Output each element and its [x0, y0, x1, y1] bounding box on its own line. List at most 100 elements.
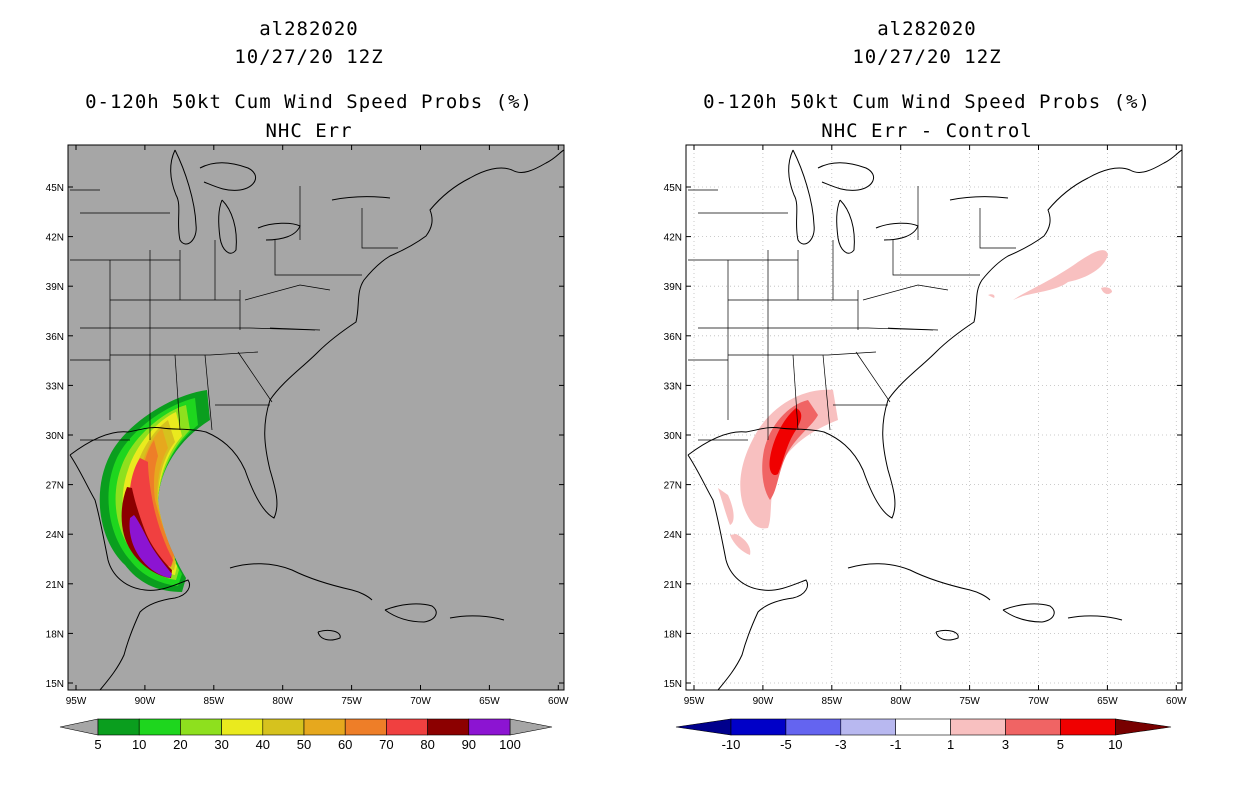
colorbar-swatch [840, 718, 897, 736]
colorbar-label: -3 [835, 737, 847, 752]
product-subtitle: NHC Err [265, 120, 353, 142]
colorbar-right-arrow [1114, 718, 1172, 736]
difference-colorbar: -10 -5 -3 -1 1 3 5 10 [675, 718, 1172, 752]
lon-label: 85W [822, 696, 843, 707]
lat-label: 15N [46, 679, 64, 690]
lat-label: 42N [46, 233, 64, 244]
difference-swath [718, 250, 1112, 555]
colorbar-left-arrow [59, 718, 99, 736]
colorbar-label: 50 [297, 737, 311, 752]
left-figure: 45N 42N 39N 36N 33N 30N 27N 24N 21N 18N 15N 95W 90W… [46, 144, 569, 752]
latitude-labels: 45N 42N 39N 36N 33N 30N 27N 24N 21N 18N 15N [664, 183, 1182, 690]
storm-id: al282020 [877, 18, 977, 40]
right-panel: al282020 10/27/20 12Z 0-120h 50kt Cum Wi… [618, 0, 1236, 800]
colorbar-label: 5 [94, 737, 101, 752]
product-title: 0-120h 50kt Cum Wind Speed Probs (%) [85, 91, 533, 113]
colorbar-label: 20 [173, 737, 187, 752]
left-panel: al282020 10/27/20 12Z 0-120h 50kt Cum Wi… [46, 18, 570, 752]
colorbar-label: 10 [132, 737, 146, 752]
map-frame [685, 144, 1183, 691]
colorbar-swatch [97, 718, 140, 736]
product-subtitle: NHC Err - Control [821, 120, 1033, 142]
colorbar-right-arrow [509, 718, 553, 736]
lat-label: 27N [664, 481, 682, 492]
map-background [68, 145, 564, 690]
lat-label: 27N [46, 481, 64, 492]
lat-label: 36N [46, 332, 64, 343]
lon-label: 70W [410, 696, 431, 707]
product-title: 0-120h 50kt Cum Wind Speed Probs (%) [703, 91, 1151, 113]
forecast-time: 10/27/20 12Z [234, 46, 384, 68]
lat-label: 36N [664, 332, 682, 343]
colorbar-label: 80 [420, 737, 434, 752]
lat-label: 15N [664, 679, 682, 690]
colorbar-swatch [344, 718, 387, 736]
lon-label: 65W [479, 696, 500, 707]
lon-label: 95W [66, 696, 87, 707]
coastlines [69, 149, 564, 690]
colorbar-swatch [427, 718, 470, 736]
colorbar-swatch [262, 718, 305, 736]
lon-label: 70W [1028, 696, 1049, 707]
lat-label: 21N [664, 580, 682, 591]
colorbar-swatch [950, 718, 1006, 736]
probability-swath [99, 390, 210, 592]
lat-label: 42N [664, 233, 682, 244]
lat-label: 18N [664, 629, 682, 640]
longitude-labels: 95W 90W 85W 80W 75W 70W 65W 60W [684, 145, 1187, 707]
lat-lon-grid [686, 145, 1182, 690]
lat-label: 21N [46, 580, 64, 591]
lat-label: 18N [46, 629, 64, 640]
colorbar-label: 10 [1108, 737, 1122, 752]
colorbar-label: -1 [890, 737, 902, 752]
state-borders [70, 186, 398, 441]
colorbar-label: -10 [722, 737, 741, 752]
colorbar-swatch [180, 718, 222, 736]
longitude-labels: 95W 90W 85W 80W 75W 70W 65W 60W [66, 145, 569, 707]
lat-label: 45N [664, 183, 682, 194]
colorbar-label: -5 [780, 737, 792, 752]
colorbar-left-arrow [675, 718, 732, 736]
right-figure: 45N 42N 39N 36N 33N 30N 27N 24N 21N 18N 15N 95W 90W… [664, 144, 1187, 752]
colorbar-label: 3 [1002, 737, 1009, 752]
lon-label: 90W [135, 696, 156, 707]
map-frame [67, 144, 565, 691]
colorbar-label: 1 [947, 737, 954, 752]
lon-label: 65W [1097, 696, 1118, 707]
colorbar-label: 40 [256, 737, 270, 752]
lon-label: 60W [548, 696, 569, 707]
colorbar-swatch [138, 718, 181, 736]
lat-label: 30N [46, 431, 64, 442]
lon-label: 75W [959, 696, 980, 707]
lon-label: 75W [341, 696, 362, 707]
colorbar-swatch [386, 718, 428, 736]
colorbar-swatch [221, 718, 264, 736]
colorbar-swatch [785, 718, 842, 736]
lat-label: 33N [664, 381, 682, 392]
lat-label: 39N [46, 282, 64, 293]
lat-label: 39N [664, 282, 682, 293]
colorbar-swatch [468, 718, 511, 736]
lat-label: 45N [46, 183, 64, 194]
latitude-labels: 45N 42N 39N 36N 33N 30N 27N 24N 21N 18N 15N [46, 183, 564, 690]
colorbar-label: 60 [338, 737, 352, 752]
lon-label: 95W [684, 696, 705, 707]
colorbar-swatch [303, 718, 346, 736]
colorbar-label: 90 [462, 737, 476, 752]
colorbar-label: 70 [379, 737, 393, 752]
colorbar-swatch [1005, 718, 1061, 736]
colorbar-label: 30 [214, 737, 228, 752]
lat-label: 30N [664, 431, 682, 442]
forecast-time: 10/27/20 12Z [852, 46, 1002, 68]
lon-label: 60W [1166, 696, 1187, 707]
colorbar-swatch [730, 718, 787, 736]
lon-label: 90W [753, 696, 774, 707]
probability-colorbar: 5 10 20 30 40 50 60 70 80 90 100 [59, 718, 553, 752]
lon-label: 85W [204, 696, 225, 707]
lat-label: 24N [46, 530, 64, 541]
storm-id: al282020 [259, 18, 359, 40]
colorbar-swatch [895, 718, 951, 736]
colorbar-label: 100 [499, 737, 521, 752]
lat-label: 33N [46, 381, 64, 392]
lon-label: 80W [272, 696, 293, 707]
